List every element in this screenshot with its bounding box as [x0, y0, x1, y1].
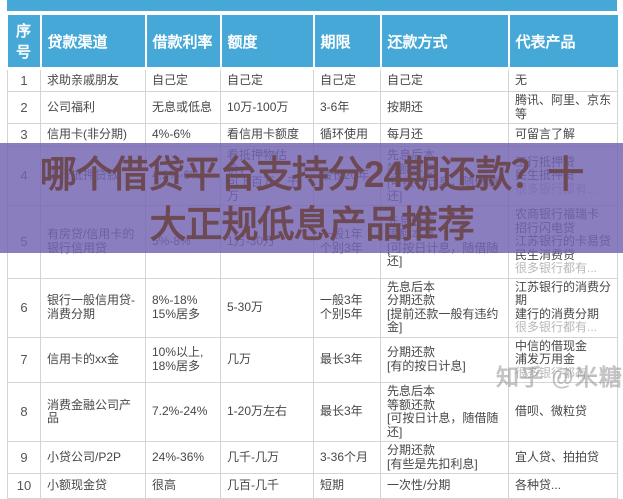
col-header-repayment: 还款方式: [380, 15, 510, 70]
table-row: 7 信用卡的xx金 10%以上, 18%居多 几万 最长3年 分期还款 [有的按…: [7, 336, 618, 383]
cell-rate: 7.2%-24%: [145, 382, 221, 442]
cell-channel: 小贷公司/P2P: [40, 441, 146, 474]
products-main: 腾讯、阿里、京东等: [515, 93, 612, 121]
cell-term: 3-36个月: [313, 441, 381, 474]
cell-channel: 信用卡的xx金: [40, 336, 146, 383]
products-main: 宜人贷、拍拍贷: [515, 449, 600, 464]
cell-products: 各种贷...: [508, 473, 618, 499]
cell-term: 最长3年: [313, 336, 381, 383]
cell-repayment: 按期还: [380, 91, 509, 124]
table-row: 2 公司福利 无息或低息 10万-100万 3-6年 按期还 腾讯、阿里、京东等: [7, 91, 618, 124]
cell-term: 3-6年: [313, 91, 381, 124]
headline-line-1: 哪个借贷平台支持分24期还款？十: [39, 154, 584, 195]
cell-term: 一般3年 个别5年: [313, 277, 381, 338]
cell-rate: 8%-18% 15%居多: [145, 277, 221, 338]
cell-channel: 银行一般信用贷-消费分期: [40, 277, 146, 338]
cell-repayment: 分期还款 [有的按日计息]: [380, 336, 509, 383]
cell-quota: 自己定: [220, 68, 314, 92]
col-header-index: 序号: [7, 15, 42, 70]
products-muted: 很多银行都有...: [515, 320, 598, 334]
cell-index: 8: [7, 382, 41, 442]
zhihu-watermark: 知乎 @米糖: [496, 364, 623, 390]
cell-rate: 24%-36%: [145, 441, 221, 474]
cell-term: 自己定: [313, 68, 381, 92]
products-main: 借呗、微粒贷: [515, 404, 588, 419]
cell-products: 江苏银行的消费分期 建行的消费分期 很多银行都有...: [508, 277, 618, 338]
cell-term: 最长3年: [313, 382, 381, 442]
cell-rate: 无息或低息: [145, 91, 221, 124]
cell-rate: 自己定: [145, 68, 221, 92]
cell-quota: 几千-几万: [220, 441, 314, 474]
cell-index: 9: [7, 441, 41, 474]
cell-quota: 5-30万: [220, 277, 314, 338]
cell-rate: 很高: [145, 473, 221, 499]
cell-repayment: 一次性/分期: [380, 473, 509, 499]
cell-channel: 小额现金贷: [40, 473, 146, 499]
products-muted: 很多银行都有...: [515, 365, 598, 380]
col-header-term: 期限: [313, 15, 382, 70]
products-main: 各种贷...: [515, 478, 562, 493]
table-row: 1 求助亲戚朋友 自己定 自己定 自己定 自己定 无: [7, 68, 618, 92]
table-row: 6 银行一般信用贷-消费分期 8%-18% 15%居多 5-30万 一般3年 个…: [7, 277, 618, 338]
cell-products: 宜人贷、拍拍贷: [508, 441, 618, 474]
products-muted: 很多银行都有...: [515, 261, 598, 275]
cell-products: 腾讯、阿里、京东等: [508, 91, 618, 124]
cell-repayment: 自己定: [380, 68, 509, 92]
col-header-quota: 额度: [220, 15, 315, 70]
header-row: 序号 贷款渠道 借款利率 额度 期限 还款方式 代表产品: [7, 15, 618, 70]
products-main: 无: [515, 72, 528, 87]
headline-line-2: 大正规低息产品推荐: [149, 204, 475, 245]
cell-channel: 消费金融公司产品: [40, 382, 146, 442]
cell-channel: 公司福利: [40, 91, 146, 124]
col-header-channel: 贷款渠道: [40, 15, 147, 70]
cell-repayment: 先息后本 分期还款 [提前还款一般有违约金]: [380, 277, 509, 338]
loan-comparison-table: 序号 贷款渠道 借款利率 额度 期限 还款方式 代表产品 1 求助亲戚朋友 自己…: [7, 15, 618, 499]
cell-repayment: 分期还款 [有些是先扣利息]: [380, 441, 509, 474]
table-row: 9 小贷公司/P2P 24%-36% 几千-几万 3-36个月 分期还款 [有些…: [7, 441, 618, 474]
cell-index: 7: [7, 336, 41, 383]
cell-index: 2: [7, 91, 41, 124]
cell-quota: 几百-几千: [220, 473, 314, 499]
top-blue-strip: [7, 0, 617, 11]
products-main: 中信的借现金 浦发万用金: [515, 338, 588, 366]
col-header-products: 代表产品: [508, 15, 618, 70]
cell-quota: 10万-100万: [220, 91, 314, 124]
cell-channel: 求助亲戚朋友: [40, 68, 146, 92]
col-header-rate: 借款利率: [145, 15, 222, 70]
products-main: 可留言了解: [515, 127, 576, 142]
products-main: 江苏银行的消费分期 建行的消费分期: [515, 279, 612, 321]
cell-rate: 10%以上, 18%居多: [145, 336, 221, 383]
cell-index: 1: [7, 68, 41, 92]
headline-overlay-banner: 哪个借贷平台支持分24期还款？十 大正规低息产品推荐: [0, 143, 623, 253]
cell-index: 10: [7, 473, 41, 499]
cell-quota: 1-20万左右: [220, 382, 314, 442]
cell-products: 中信的借现金 浦发万用金 很多银行都有...: [508, 336, 618, 383]
cell-repayment: 先息后本 等额还款 [可按日计息，随借随还]: [380, 382, 509, 442]
cell-index: 6: [7, 277, 41, 338]
table-row: 10 小额现金贷 很高 几百-几千 短期 一次性/分期 各种贷...: [7, 473, 618, 499]
cell-term: 短期: [313, 473, 381, 499]
cell-quota: 几万: [220, 336, 314, 383]
cell-products: 无: [508, 68, 618, 92]
